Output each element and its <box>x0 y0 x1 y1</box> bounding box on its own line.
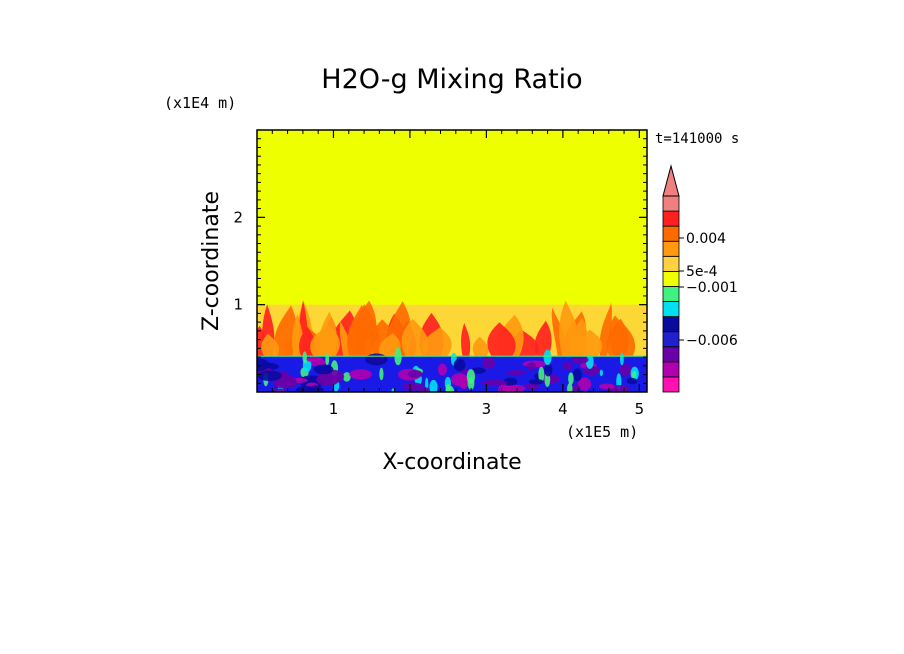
colorbar-label: −0.006 <box>686 333 738 349</box>
colorbar-band <box>662 210 680 227</box>
boundary-patch <box>562 362 573 370</box>
boundary-patch <box>342 372 351 382</box>
boundary-patch <box>538 366 545 383</box>
boundary-patch <box>257 358 270 372</box>
boundary-patch <box>481 379 508 386</box>
boundary-patch <box>470 367 486 374</box>
boundary-patch <box>453 358 466 372</box>
colorbar-band <box>662 301 680 318</box>
boundary-patch <box>503 377 518 386</box>
boundary-patch <box>583 366 601 376</box>
boundary-patch <box>302 351 307 364</box>
boundary-patch <box>306 356 323 363</box>
boundary-patch <box>599 369 603 377</box>
x-tick-label: 4 <box>558 400 568 418</box>
plume-filament <box>378 332 401 357</box>
boundary-patch <box>544 363 553 377</box>
colorbar-band <box>662 286 680 302</box>
plot-area <box>257 130 647 392</box>
plume-filament <box>401 318 429 357</box>
boundary-patch <box>619 363 632 377</box>
colorbar: 0.004 5e-4−0.001 −0.006 <box>662 164 738 393</box>
boundary-patch <box>571 355 589 364</box>
chart-title: H2O-g Mixing Ratio <box>321 64 582 95</box>
colorbar-label: 0.004 <box>686 231 726 247</box>
boundary-patch <box>445 385 455 392</box>
boundary-patch <box>407 370 423 378</box>
colorbar-band <box>662 225 680 242</box>
x-unit-label: (x1E5 m) <box>566 423 638 441</box>
boundary-patch <box>365 353 388 366</box>
boundary-patch <box>379 367 384 381</box>
boundary-patch <box>272 388 287 392</box>
boundary-patch <box>458 375 470 390</box>
colorbar-band <box>662 240 680 257</box>
boundary-patch <box>585 354 594 369</box>
plume-filament <box>319 311 338 357</box>
colorbar-band <box>662 270 680 287</box>
y-tick-label: 2 <box>233 208 243 226</box>
plume-filament <box>559 300 579 357</box>
boundary-patch <box>402 382 424 391</box>
boundary-patch <box>466 369 476 384</box>
boundary-patch <box>568 372 574 385</box>
time-label: t=141000 s <box>655 131 739 147</box>
colorbar-extend-arrow <box>662 164 680 197</box>
plume-filament <box>606 318 629 357</box>
y-axis-title: Z-coordinate <box>199 191 224 331</box>
boundary-patch <box>314 364 334 375</box>
boundary-patch <box>257 370 283 381</box>
x-tick-label: 3 <box>482 400 492 418</box>
boundary-patch <box>391 388 395 392</box>
plume-filament <box>422 327 452 357</box>
axis-ticks: 1 2 3 4 5 1 2 <box>233 130 647 418</box>
colorbar-band <box>662 361 680 378</box>
boundary-patch <box>500 384 526 392</box>
boundary-patch <box>429 379 438 392</box>
boundary-patch <box>599 383 615 390</box>
colorbar-label: −0.001 <box>686 280 738 296</box>
boundary-patch <box>437 363 447 376</box>
colorbar-band <box>662 346 680 363</box>
plume-filament <box>534 320 552 357</box>
x-tick-label: 1 <box>329 400 339 418</box>
plume-filament <box>274 305 297 357</box>
x-tick-label: 5 <box>635 400 645 418</box>
plume-filament <box>472 336 489 357</box>
plume-filament <box>347 305 368 357</box>
colorbar-band <box>662 255 680 272</box>
boundary-patch <box>619 352 624 366</box>
x-axis-title: X-coordinate <box>382 450 521 475</box>
boundary-patch <box>543 349 552 365</box>
boundary-layer-patches <box>257 347 647 392</box>
colorbar-band <box>662 195 680 212</box>
boundary-patch <box>567 383 573 392</box>
boundary-patch <box>577 377 592 391</box>
x-tick-label: 2 <box>405 400 415 418</box>
boundary-patch <box>626 377 638 385</box>
boundary-patch <box>528 378 544 385</box>
plume-filament <box>487 322 516 357</box>
plume-layer <box>257 300 647 357</box>
y-tick-label: 1 <box>233 296 243 314</box>
plume-filament <box>461 323 471 357</box>
boundary-patch <box>308 385 324 392</box>
boundary-patch <box>506 370 527 375</box>
y-unit-label: (x1E4 m) <box>164 94 236 112</box>
colorbar-band <box>662 316 680 333</box>
plume-filament <box>261 333 280 357</box>
boundary-patch <box>482 357 496 369</box>
plume-filament <box>572 329 603 357</box>
boundary-patch <box>572 368 582 382</box>
boundary-patch <box>632 371 637 379</box>
boundary-patch <box>526 362 537 371</box>
boundary-patch <box>419 386 430 392</box>
colorbar-band <box>662 376 680 393</box>
boundary-patch <box>349 369 372 380</box>
colorbar-label: 5e-4 <box>686 264 718 280</box>
colorbar-band <box>662 331 680 348</box>
boundary-patch <box>325 353 330 366</box>
